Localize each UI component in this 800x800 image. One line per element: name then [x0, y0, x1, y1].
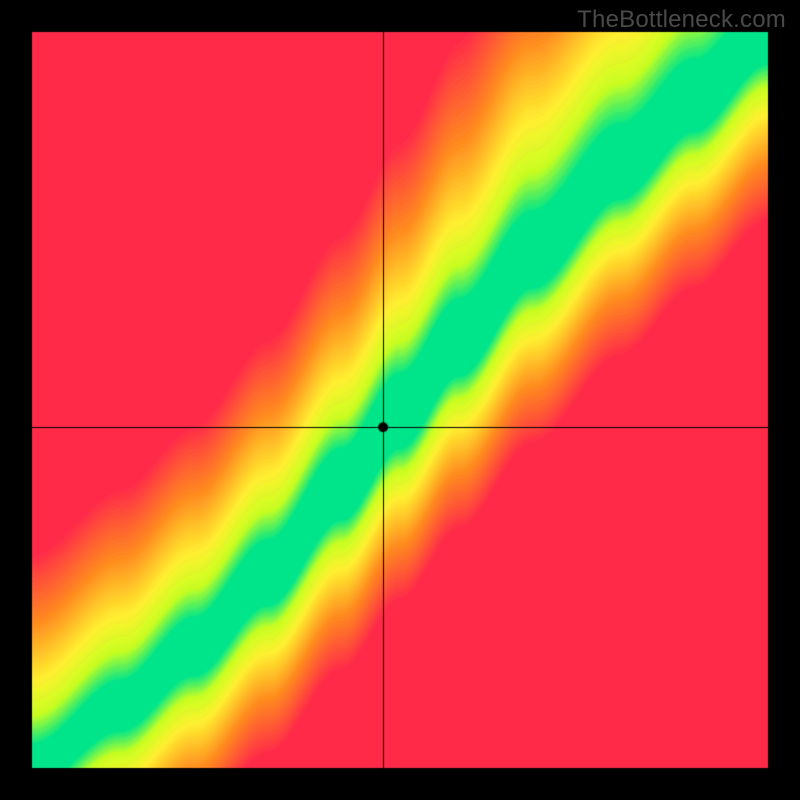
chart-container: TheBottleneck.com: [0, 0, 800, 800]
bottleneck-heatmap: [0, 0, 800, 800]
